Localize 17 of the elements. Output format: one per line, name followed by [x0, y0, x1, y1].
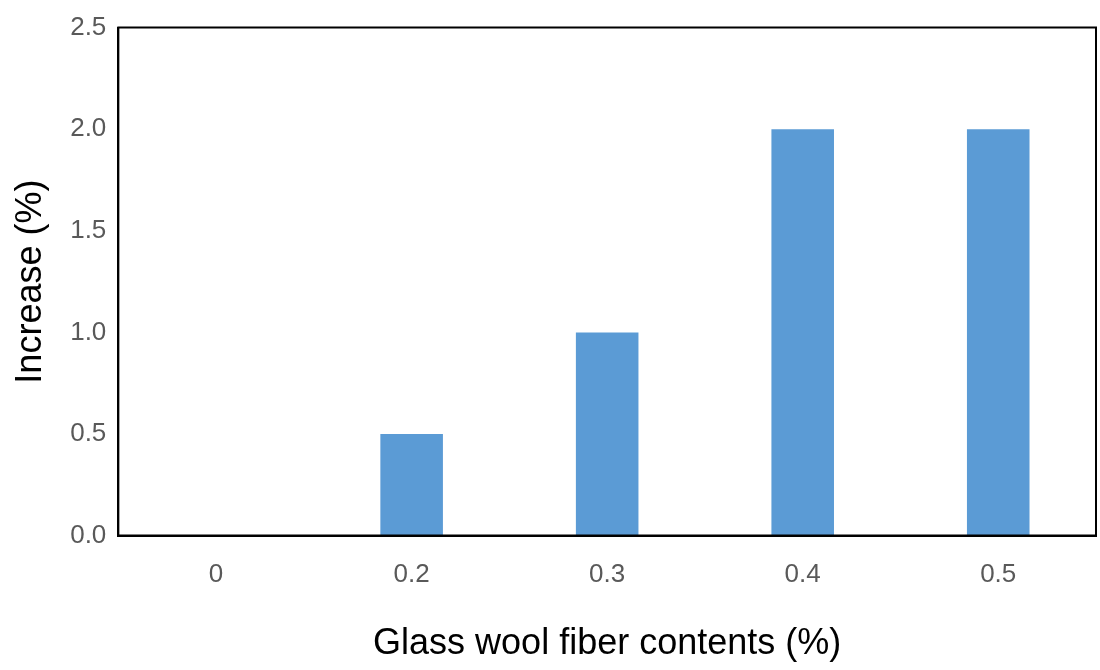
- y-tick-label: 2.0: [70, 112, 107, 143]
- y-tick-label: 0.5: [70, 417, 107, 448]
- x-tick-label: 0.4: [784, 558, 821, 589]
- y-tick-label: 1.5: [70, 213, 107, 244]
- bar: [380, 434, 443, 536]
- y-axis-title: Increase (%): [7, 179, 49, 384]
- x-tick-label: 0.3: [589, 558, 626, 589]
- x-tick-label: 0.5: [980, 558, 1017, 589]
- bar: [966, 129, 1030, 536]
- y-tick-label: 2.5: [70, 10, 107, 41]
- x-tick-label: 0: [208, 558, 224, 589]
- bar: [771, 129, 834, 536]
- y-tick-label: 1.0: [70, 315, 107, 346]
- x-tick-label: 0.2: [393, 558, 430, 589]
- y-tick-label: 0.0: [70, 518, 107, 549]
- bar: [575, 332, 639, 536]
- x-axis-title: Glass wool fiber contents (%): [373, 621, 842, 663]
